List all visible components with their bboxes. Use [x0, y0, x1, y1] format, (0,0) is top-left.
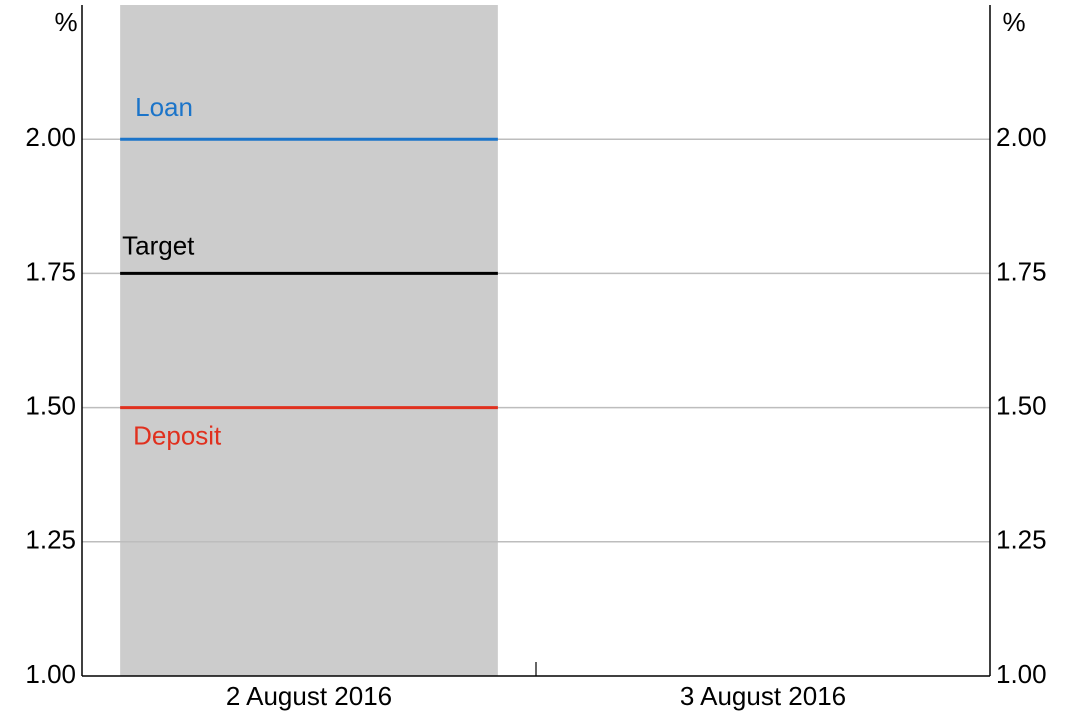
y-tick-label-left: 1.00 [25, 659, 76, 689]
x-tick-label: 3 August 2016 [680, 681, 846, 711]
y-unit-right: % [1002, 7, 1025, 37]
series-label: Deposit [133, 420, 222, 450]
y-unit-left: % [54, 7, 77, 37]
y-tick-label-left: 1.25 [25, 525, 76, 555]
x-tick-label: 2 August 2016 [226, 681, 392, 711]
y-tick-label-right: 2.00 [996, 122, 1047, 152]
series-label: Loan [135, 92, 193, 122]
y-tick-label-right: 1.00 [996, 659, 1047, 689]
y-tick-label-right: 1.25 [996, 525, 1047, 555]
shaded-period [120, 5, 498, 676]
y-tick-label-left: 1.50 [25, 390, 76, 420]
series-label: Target [122, 230, 195, 260]
y-tick-label-right: 1.50 [996, 390, 1047, 420]
y-tick-label-left: 2.00 [25, 122, 76, 152]
y-tick-label-right: 1.75 [996, 256, 1047, 286]
y-tick-label-left: 1.75 [25, 256, 76, 286]
